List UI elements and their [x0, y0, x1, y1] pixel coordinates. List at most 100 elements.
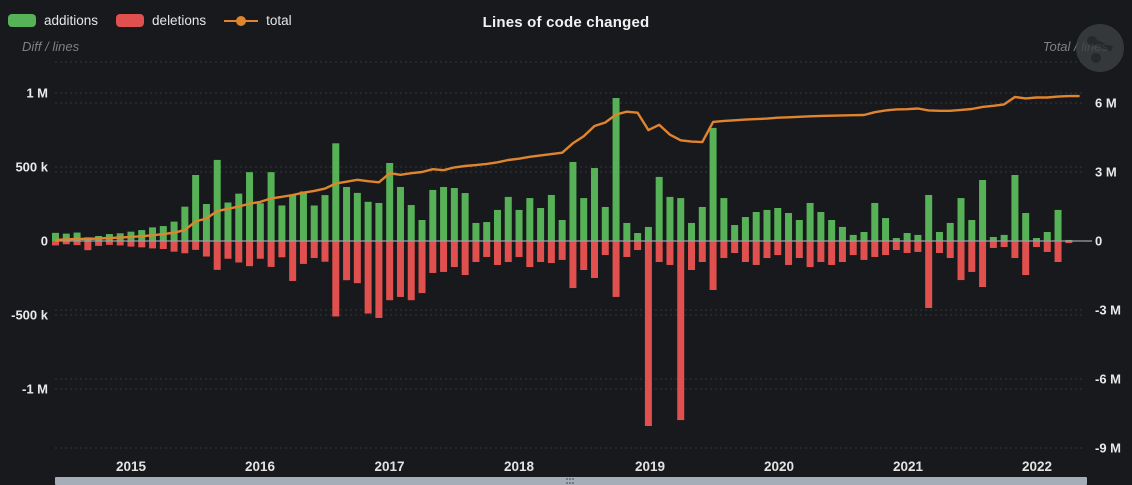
deletion-bar[interactable]	[688, 241, 696, 271]
legend-item-deletions[interactable]: deletions	[116, 13, 206, 28]
addition-bar[interactable]	[591, 168, 598, 241]
deletion-bar[interactable]	[860, 241, 868, 260]
deletion-bar[interactable]	[935, 241, 943, 253]
deletion-bar[interactable]	[1022, 241, 1030, 276]
deletion-bar[interactable]	[429, 241, 437, 273]
deletion-bar[interactable]	[731, 241, 739, 253]
deletion-bar[interactable]	[310, 241, 318, 259]
addition-bar[interactable]	[731, 225, 739, 241]
addition-bar[interactable]	[979, 180, 987, 241]
addition-bar[interactable]	[472, 222, 480, 241]
addition-bar[interactable]	[483, 222, 491, 241]
deletion-bar[interactable]	[892, 241, 900, 251]
deletion-bar[interactable]	[957, 241, 965, 281]
total-line[interactable]	[55, 94, 1080, 241]
addition-bar[interactable]	[709, 127, 717, 241]
addition-bar[interactable]	[623, 222, 631, 241]
deletion-bar[interactable]	[785, 241, 793, 265]
legend-item-total[interactable]: total	[224, 13, 292, 28]
deletion-bar[interactable]	[386, 241, 394, 301]
addition-bar[interactable]	[989, 237, 997, 241]
deletion-bar[interactable]	[634, 241, 642, 251]
deletion-bar[interactable]	[817, 241, 825, 263]
deletion-bar[interactable]	[267, 241, 275, 267]
addition-bar[interactable]	[849, 234, 857, 241]
addition-bar[interactable]	[806, 202, 814, 241]
deletion-bar[interactable]	[375, 241, 383, 318]
deletion-bar[interactable]	[569, 241, 577, 289]
addition-bar[interactable]	[1000, 234, 1008, 241]
deletion-bar[interactable]	[418, 241, 426, 294]
addition-bar[interactable]	[429, 189, 437, 241]
addition-bar[interactable]	[817, 211, 825, 241]
deletion-bar[interactable]	[580, 241, 588, 271]
deletion-bar[interactable]	[1065, 241, 1073, 244]
addition-bar[interactable]	[677, 198, 685, 241]
deletion-bar[interactable]	[1011, 241, 1019, 259]
deletion-bar[interactable]	[741, 241, 749, 263]
deletion-bar[interactable]	[332, 241, 340, 317]
addition-bar[interactable]	[321, 195, 329, 241]
addition-bar[interactable]	[461, 193, 469, 241]
deletion-bar[interactable]	[504, 241, 512, 263]
addition-bar[interactable]	[957, 198, 965, 241]
export-menu-button[interactable]	[1076, 24, 1124, 72]
deletion-bar[interactable]	[989, 241, 997, 248]
addition-bar[interactable]	[892, 238, 900, 241]
addition-bar[interactable]	[795, 219, 803, 241]
addition-bar[interactable]	[1043, 231, 1051, 241]
addition-bar[interactable]	[170, 221, 178, 241]
addition-bar[interactable]	[785, 213, 793, 241]
deletion-bar[interactable]	[396, 241, 404, 297]
addition-bar[interactable]	[1011, 174, 1019, 241]
addition-bar[interactable]	[612, 98, 620, 241]
x-scrollbar[interactable]	[55, 477, 1087, 485]
addition-bar[interactable]	[202, 204, 210, 241]
deletion-bar[interactable]	[450, 241, 458, 268]
addition-bar[interactable]	[192, 174, 200, 241]
deletion-bar[interactable]	[828, 241, 836, 265]
deletion-bar[interactable]	[353, 241, 361, 284]
deletion-bar[interactable]	[95, 241, 103, 246]
deletion-bar[interactable]	[709, 241, 717, 290]
addition-bar[interactable]	[914, 234, 922, 241]
deletion-bar[interactable]	[52, 241, 59, 246]
deletion-bar[interactable]	[170, 241, 178, 252]
deletion-bar[interactable]	[1032, 241, 1040, 248]
addition-bar[interactable]	[343, 186, 351, 241]
addition-bar[interactable]	[655, 176, 663, 241]
addition-bar[interactable]	[569, 161, 577, 241]
deletion-bar[interactable]	[655, 241, 663, 263]
addition-bar[interactable]	[246, 172, 254, 241]
deletion-bar[interactable]	[105, 241, 113, 245]
addition-bar[interactable]	[526, 198, 534, 241]
deletion-bar[interactable]	[871, 241, 879, 257]
addition-bar[interactable]	[62, 233, 70, 241]
addition-bar[interactable]	[1022, 213, 1030, 241]
addition-bar[interactable]	[644, 226, 652, 241]
addition-bar[interactable]	[224, 202, 232, 241]
deletion-bar[interactable]	[558, 241, 566, 260]
deletion-bar[interactable]	[903, 241, 911, 253]
deletion-bar[interactable]	[278, 241, 286, 258]
deletion-bar[interactable]	[601, 241, 609, 256]
deletion-bar[interactable]	[407, 241, 415, 301]
addition-bar[interactable]	[418, 219, 426, 241]
addition-bar[interactable]	[925, 194, 933, 241]
deletion-bar[interactable]	[321, 241, 329, 262]
addition-bar[interactable]	[946, 222, 954, 241]
addition-bar[interactable]	[73, 232, 81, 241]
addition-bar[interactable]	[741, 217, 749, 241]
addition-bar[interactable]	[396, 186, 404, 241]
deletion-bar[interactable]	[1000, 241, 1008, 248]
scrollbar-grip-icon[interactable]	[565, 478, 575, 484]
addition-bar[interactable]	[547, 194, 555, 241]
addition-bar[interactable]	[267, 172, 275, 241]
deletion-bar[interactable]	[644, 241, 652, 426]
deletion-bar[interactable]	[547, 241, 555, 264]
deletion-bar[interactable]	[149, 241, 157, 249]
deletion-bar[interactable]	[752, 241, 760, 265]
deletion-bar[interactable]	[181, 241, 189, 254]
addition-bar[interactable]	[838, 226, 846, 241]
addition-bar[interactable]	[1032, 238, 1040, 241]
